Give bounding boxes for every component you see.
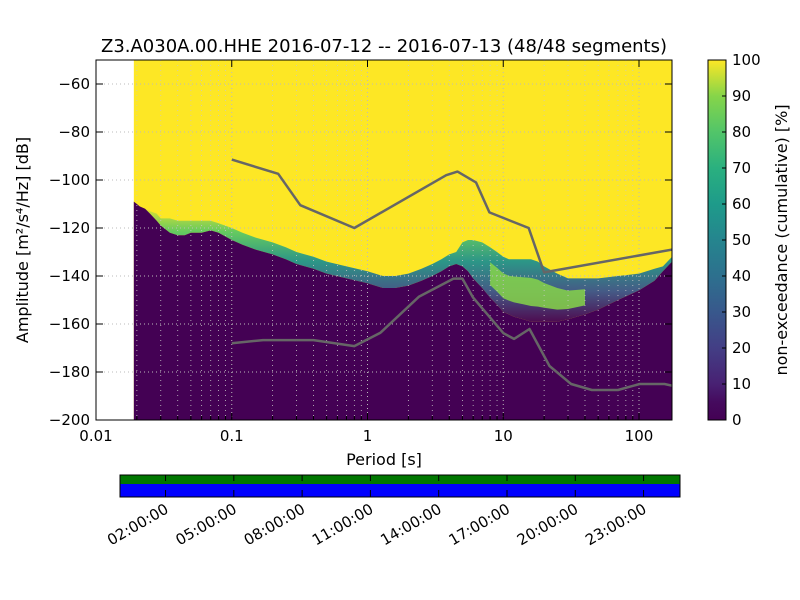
y-tick-label: −100 — [49, 171, 90, 189]
x-tick-label: 0.1 — [220, 427, 244, 445]
y-tick-label: −80 — [58, 123, 90, 141]
plot-frame — [95, 59, 673, 421]
timeline-tick-label: 08:00:00 — [241, 500, 308, 549]
colorbar-tick-label: 10 — [732, 375, 751, 393]
processed-segments-track — [120, 484, 680, 497]
colorbar-tick-label: 30 — [732, 303, 751, 321]
timeline-tick-label: 02:00:00 — [104, 500, 171, 549]
x-tick-label: 0.01 — [79, 427, 112, 445]
grid-lines — [96, 60, 672, 420]
colorbar-label: non-exceedance (cumulative) [%] — [772, 104, 791, 375]
colorbar-tick-label: 70 — [732, 159, 751, 177]
y-tick-label: −160 — [49, 315, 90, 333]
colorbar-ticks: 0 10 20 30 40 50 60 70 80 90 100 — [722, 51, 761, 429]
colorbar-tick-label: 80 — [732, 123, 751, 141]
colorbar-tick-label: 20 — [732, 339, 751, 357]
x-tick-label: 10 — [494, 427, 513, 445]
x-tick-label: 100 — [625, 427, 654, 445]
timeline-tick-label: 23:00:00 — [582, 500, 649, 549]
new_high_noise_model-line — [231, 158, 672, 274]
timeline-tick-label: 05:00:00 — [172, 500, 239, 549]
colorbar-tick-label: 100 — [732, 51, 761, 69]
timeline-tick-label: 11:00:00 — [309, 500, 376, 549]
x-axis: 0.01 0.1 1 10 100 — [79, 60, 653, 445]
x-tick-label: 1 — [363, 427, 373, 445]
coverage-timeline: 02:00:00 05:00:00 08:00:00 11:00:00 14:00:00… — [104, 474, 681, 549]
mid-percentile-patch — [490, 262, 585, 310]
colorbar-tick-label: 50 — [732, 231, 751, 249]
y-axis-label: Amplitude [m²/s⁴/Hz] [dB] — [13, 137, 32, 343]
y-axis: −200 −180 −160 −140 −120 −100 −80 −60 — [49, 75, 672, 429]
colorbar: 0 10 20 30 40 50 60 70 80 90 100 non-exceedance (c… — [707, 51, 791, 429]
y-tick-label: −120 — [49, 219, 90, 237]
colorbar-tick-label: 0 — [732, 411, 742, 429]
y-tick-label: −60 — [58, 75, 90, 93]
x-axis-label: Period [s] — [346, 450, 422, 469]
timeline-tick-label: 20:00:00 — [514, 500, 581, 549]
data-coverage-track — [120, 475, 680, 484]
timeline-frame — [119, 474, 681, 498]
y-tick-label: −180 — [49, 363, 90, 381]
timeline-tick-label: 14:00:00 — [377, 500, 444, 549]
new_low_noise_model-line — [231, 277, 672, 392]
timeline-tick-label: 17:00:00 — [446, 500, 513, 549]
colorbar-tick-label: 40 — [732, 267, 751, 285]
y-tick-label: −140 — [49, 267, 90, 285]
noise-model-layer — [231, 158, 672, 392]
colorbar-tick-label: 90 — [732, 87, 751, 105]
colorbar-tick-label: 60 — [732, 195, 751, 213]
psd-plot-area — [96, 60, 672, 420]
chart-title: Z3.A030A.00.HHE 2016-07-12 -- 2016-07-13… — [101, 36, 667, 57]
y-tick-label: −200 — [49, 411, 90, 429]
